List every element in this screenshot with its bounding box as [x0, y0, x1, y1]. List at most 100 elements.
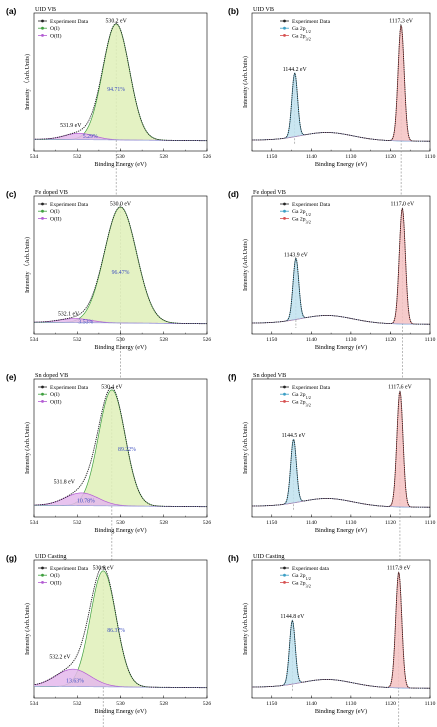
x-tick-label: 1120 [385, 337, 396, 343]
x-tick-label: 532 [73, 154, 82, 160]
y-axis-label: Intensity (Arb.Units) [242, 56, 249, 108]
area-percent-label: 5.29% [83, 134, 98, 140]
experiment-data-line [33, 206, 208, 325]
x-tick-label: 526 [203, 520, 212, 526]
x-axis-label: Binding Energy (eV) [94, 344, 146, 351]
x-tick-label: 1130 [345, 154, 356, 160]
plot-frame [251, 559, 431, 699]
peak-area [252, 439, 430, 508]
area-percent-label: 86.37% [107, 628, 125, 634]
x-tick-label: 526 [203, 337, 212, 343]
peak-area [252, 25, 430, 142]
experiment-data-line [34, 23, 208, 142]
legend-marker [41, 202, 44, 206]
experiment-data-line [251, 571, 431, 689]
x-tick-label: 1140 [306, 337, 317, 343]
legend-entry: O(II) [50, 32, 62, 39]
x-tick-label: 534 [30, 520, 39, 526]
peak-area [34, 389, 207, 507]
peak-position-label: 530.0 eV [110, 201, 132, 207]
x-tick-label: 1150 [266, 154, 277, 160]
legend-entry: O(II) [50, 215, 62, 222]
experiment-data-line [33, 387, 208, 508]
legend-entry: O(I) [50, 572, 60, 579]
plot-frame [251, 195, 431, 335]
legend-entry: Experiment Data [292, 19, 331, 25]
legend-marker [41, 34, 44, 37]
peak-position-label: 530.8 eV [93, 565, 115, 571]
legend-marker [41, 392, 44, 396]
chart-panel-c: (c) Fe doped VB 534 532 530 528 526 Binding Ene… [6, 189, 211, 378]
x-tick-label: 1110 [425, 337, 436, 343]
legend-entry: O(II) [50, 579, 62, 586]
legend-marker [283, 26, 286, 30]
legend-entry: Experiment Data [292, 385, 331, 391]
y-axis-label: Intensity （Arb.Units) [24, 54, 31, 110]
legend-marker [283, 566, 286, 570]
panel-letter: (f) [228, 372, 237, 382]
x-tick-label: 528 [160, 520, 169, 526]
plot-frame [251, 378, 431, 518]
x-tick-label: 530 [116, 337, 125, 343]
x-tick-label: 1140 [306, 701, 317, 707]
x-axis-label: Binding Energy (eV) [315, 708, 367, 715]
peak-position-label: 1144.5 eV [282, 433, 307, 439]
panel-letter: (a) [6, 6, 17, 16]
experiment-data-line [251, 23, 431, 142]
x-tick-label: 530 [116, 701, 125, 707]
legend-marker [283, 34, 286, 37]
x-tick-label: 534 [30, 337, 39, 343]
x-tick-label: 1140 [306, 520, 317, 526]
legend-marker [41, 385, 44, 389]
legend-entry: Experiment data [292, 566, 329, 572]
panel-title: UID VB [253, 6, 274, 13]
panel-letter: (g) [6, 553, 17, 563]
peak-position-label: 530.2 eV [106, 18, 128, 24]
legend-entry: Ga 2p1/2 [292, 209, 311, 217]
x-tick-label: 1110 [425, 520, 436, 526]
x-axis-label: Binding Energy (eV) [94, 708, 146, 715]
chart-panel-f: (f) Sn doped VB 1150 1140 1130 1120 1110 Bindin… [228, 372, 436, 561]
panel-letter: (c) [6, 189, 17, 199]
x-tick-label: 528 [160, 337, 169, 343]
legend-marker [41, 209, 44, 213]
legend-entry: O(II) [50, 398, 62, 405]
chart-panel-a: (a) UID VB 534 532 530 528 526 Binding Energy (… [6, 6, 211, 195]
peak-area [34, 669, 207, 688]
panel-letter: (h) [228, 553, 239, 563]
x-tick-label: 534 [30, 154, 39, 160]
legend-marker [283, 202, 286, 206]
peak-area [252, 620, 430, 689]
x-axis-label: Binding Energy (eV) [315, 527, 367, 534]
peak-area [252, 572, 430, 689]
legend-marker [283, 209, 286, 213]
panel-title: Sn doped VB [35, 372, 68, 379]
x-axis-label: Binding Energy (eV) [315, 161, 367, 168]
y-axis-label: Intensity （Arb.Units) [24, 237, 31, 293]
peak-area [34, 133, 207, 141]
area-percent-label: 3.53% [78, 320, 93, 326]
legend-entry: Experiment Data [50, 385, 89, 391]
peak-position-label: 531.9 eV [60, 123, 82, 129]
peak-position-label: 532.1 eV [58, 312, 80, 318]
legend-marker [283, 581, 286, 584]
plot-frame [251, 12, 431, 152]
area-percent-label: 10.78% [77, 499, 95, 505]
legend-entry: Ga 2p3/2 [292, 399, 311, 407]
legend-entry: O(I) [50, 25, 60, 32]
legend-marker [283, 19, 286, 23]
area-percent-label: 89.22% [118, 447, 136, 453]
peak-position-label: 530.4 eV [101, 384, 123, 390]
legend-entry: Ga 2p1/2 [292, 26, 311, 34]
legend-marker [41, 400, 44, 403]
legend-entry: Experiment Data [292, 202, 331, 208]
chart-panel-h: (h) UID Casting 1150 1140 1130 1120 1110 Bindin… [228, 553, 436, 727]
panel-letter: (d) [228, 189, 239, 199]
peak-area [34, 492, 207, 507]
x-tick-label: 1110 [425, 701, 436, 707]
peak-area [252, 72, 430, 142]
panel-title: UID VB [35, 6, 56, 13]
legend-marker [41, 566, 44, 570]
peak-position-label: 1117.0 eV [390, 201, 415, 207]
legend-entry: Ga 2p3/2 [292, 216, 311, 224]
